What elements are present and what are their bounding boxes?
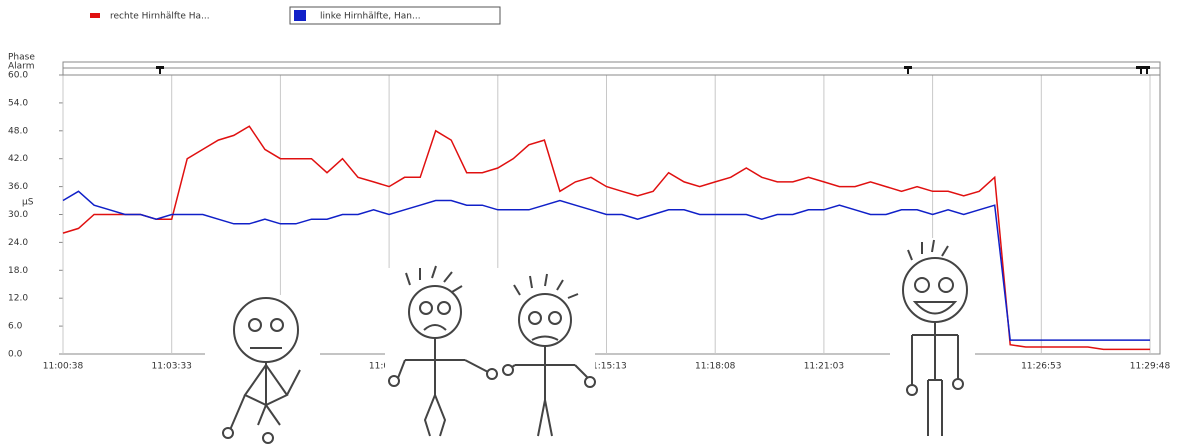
y-tick-label: 0.0 <box>8 350 23 360</box>
x-tick-label: 11:18:08 <box>695 362 736 372</box>
figure-sad <box>385 266 500 446</box>
x-tick-label: 11:26:53 <box>1021 362 1061 372</box>
y-axis-label: µS <box>22 198 34 208</box>
legend-label: rechte Hirnhälfte Ha... <box>110 12 210 22</box>
chart: 0.0 6.0 12.0 18.0 24.0 30.0 36.0 42.0 48.0 54.0 60… <box>0 0 1193 446</box>
y-tick-label: 42.0 <box>8 154 28 164</box>
x-tick-label: 11:03:33 <box>151 362 191 372</box>
y-tick-label: 36.0 <box>8 182 28 192</box>
y-tick-label: 54.0 <box>8 98 28 108</box>
y-tick-label: 60.0 <box>8 71 28 81</box>
alarm-label: Alarm <box>8 62 34 72</box>
y-tick-label: 24.0 <box>8 238 28 248</box>
legend-swatch <box>90 13 100 18</box>
x-tick-label: 11:21:03 <box>804 362 844 372</box>
y-tick-label: 12.0 <box>8 294 28 304</box>
figure-worried <box>205 295 320 446</box>
x-tick-label: 11:00:38 <box>43 362 84 372</box>
y-tick-label: 30.0 <box>8 210 28 220</box>
legend-swatch <box>294 10 306 21</box>
y-tick-label: 6.0 <box>8 322 23 332</box>
figure-happy <box>890 238 975 446</box>
y-tick-label: 18.0 <box>8 266 28 276</box>
x-tick-label: 11:29:48 <box>1130 362 1171 372</box>
figure-angry <box>500 272 595 446</box>
stick-figures <box>205 238 975 446</box>
alarm-markers <box>156 66 1150 74</box>
y-tick-label: 48.0 <box>8 126 28 136</box>
legend-label: linke Hirnhälfte, Han... <box>320 12 421 22</box>
